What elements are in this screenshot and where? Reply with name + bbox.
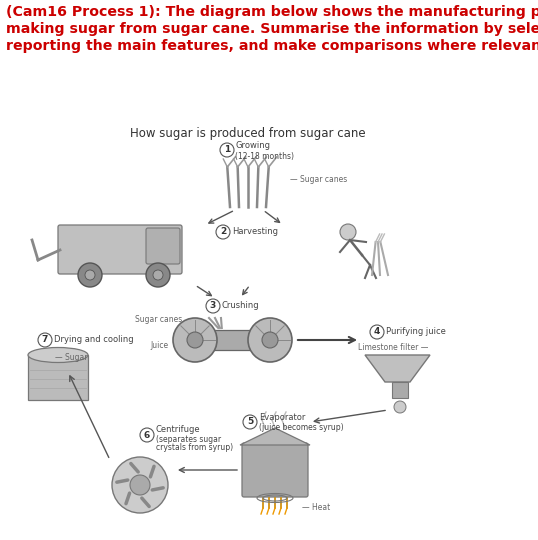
Circle shape	[340, 224, 356, 240]
Text: Harvesting: Harvesting	[232, 227, 278, 237]
Text: 4: 4	[374, 327, 380, 336]
Text: Crushing: Crushing	[222, 301, 260, 310]
Text: (12-18 months): (12-18 months)	[235, 152, 294, 160]
FancyArrowPatch shape	[151, 467, 154, 477]
Text: Centrifuge: Centrifuge	[156, 426, 201, 435]
FancyArrowPatch shape	[142, 498, 149, 507]
Circle shape	[153, 270, 163, 280]
FancyArrowPatch shape	[152, 488, 163, 490]
Text: (Cam16 Process 1): The diagram below shows the manufacturing process for: (Cam16 Process 1): The diagram below sho…	[6, 5, 538, 19]
Polygon shape	[365, 355, 430, 382]
Text: (separates sugar: (separates sugar	[156, 435, 221, 443]
Text: crystals from syrup): crystals from syrup)	[156, 443, 233, 453]
Circle shape	[130, 475, 150, 495]
FancyBboxPatch shape	[58, 225, 182, 274]
FancyBboxPatch shape	[242, 443, 308, 497]
Circle shape	[173, 318, 217, 362]
Text: — Sugar: — Sugar	[55, 353, 88, 361]
Circle shape	[38, 333, 52, 347]
Circle shape	[85, 270, 95, 280]
Text: Drying and cooling: Drying and cooling	[54, 335, 133, 345]
Circle shape	[206, 299, 220, 313]
Circle shape	[220, 143, 234, 157]
FancyBboxPatch shape	[146, 228, 180, 264]
Circle shape	[112, 457, 168, 513]
Text: Sugar canes: Sugar canes	[135, 315, 182, 325]
Text: 7: 7	[42, 335, 48, 345]
Text: (juice becomes syrup): (juice becomes syrup)	[259, 423, 344, 433]
Text: 1: 1	[224, 145, 230, 154]
Text: Evaporator: Evaporator	[259, 413, 306, 422]
Circle shape	[262, 332, 278, 348]
Circle shape	[248, 318, 292, 362]
Circle shape	[78, 263, 102, 287]
Polygon shape	[240, 428, 310, 445]
Text: making sugar from sugar cane. Summarise the information by selecting and: making sugar from sugar cane. Summarise …	[6, 22, 538, 36]
Ellipse shape	[28, 348, 88, 362]
Bar	[195, 330, 270, 350]
Text: 3: 3	[210, 301, 216, 310]
Bar	[28, 355, 88, 400]
Circle shape	[370, 325, 384, 339]
Text: 6: 6	[144, 430, 150, 440]
Circle shape	[216, 225, 230, 239]
Text: 5: 5	[247, 417, 253, 427]
Text: Limestone filter —: Limestone filter —	[358, 343, 428, 353]
Text: How sugar is produced from sugar cane: How sugar is produced from sugar cane	[130, 127, 366, 140]
Text: reporting the main features, and make comparisons where relevant.: reporting the main features, and make co…	[6, 39, 538, 53]
FancyArrowPatch shape	[131, 463, 138, 472]
Circle shape	[243, 415, 257, 429]
Text: Purifying juice: Purifying juice	[386, 327, 446, 336]
Circle shape	[140, 428, 154, 442]
Circle shape	[187, 332, 203, 348]
FancyArrowPatch shape	[117, 480, 128, 482]
Text: Juice: Juice	[150, 341, 168, 349]
Bar	[392, 382, 408, 398]
FancyArrowPatch shape	[126, 493, 130, 504]
Text: Growing: Growing	[235, 141, 270, 151]
Text: 2: 2	[220, 227, 226, 237]
Circle shape	[394, 401, 406, 413]
Circle shape	[146, 263, 170, 287]
Text: — Heat: — Heat	[302, 503, 330, 511]
Text: — Sugar canes: — Sugar canes	[290, 176, 347, 185]
